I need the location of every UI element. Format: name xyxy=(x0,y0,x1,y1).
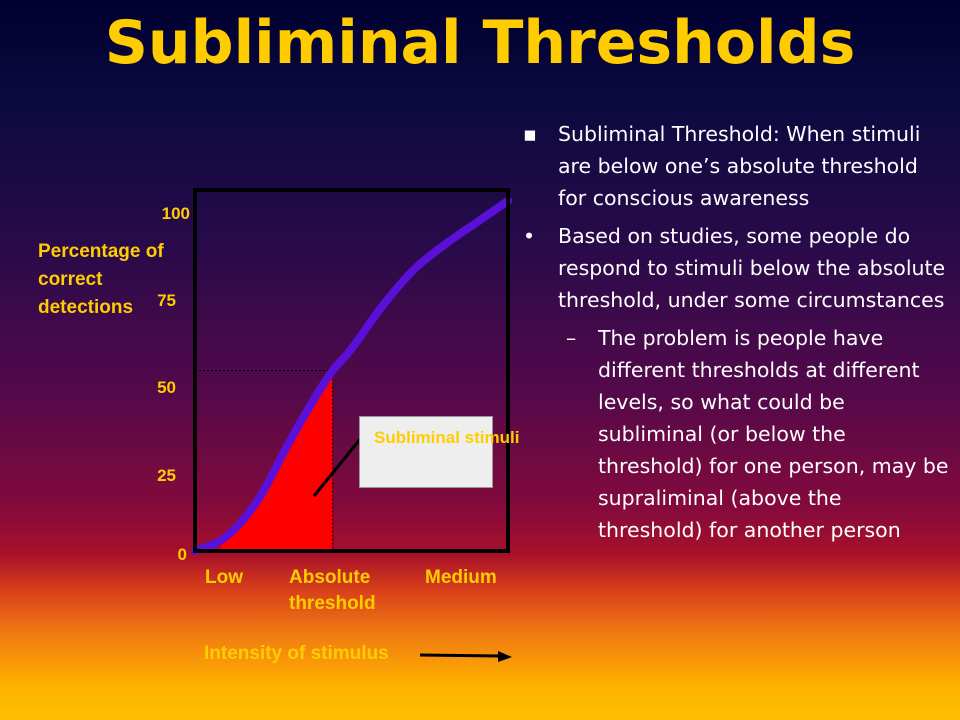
y-tick-label: 75 xyxy=(157,291,176,310)
bullet-text: Subliminal Threshold: When stimuli are b… xyxy=(558,122,921,210)
bullet-item: • Based on studies, some people do respo… xyxy=(520,220,952,316)
x-axis-label: Intensity of stimulus xyxy=(204,643,389,664)
plot-frame xyxy=(193,188,510,553)
callout-label: Subliminal stimuli xyxy=(374,428,520,447)
x-tick-medium: Medium xyxy=(425,567,497,588)
bullet-list: ▪ Subliminal Threshold: When stimuli are… xyxy=(520,118,952,552)
bullet-text: The problem is people have different thr… xyxy=(598,326,949,542)
y-tick-label: 100 xyxy=(161,204,190,223)
x-tick-absolute-threshold: Absolute threshold xyxy=(289,567,376,614)
y-tick-label: 25 xyxy=(157,466,176,485)
bullet-item: ▪ Subliminal Threshold: When stimuli are… xyxy=(520,118,952,214)
y-tick-label: 0 xyxy=(177,545,187,564)
square-bullet-icon: ▪ xyxy=(523,122,537,146)
dot-bullet-icon: • xyxy=(523,224,536,248)
sub-bullet-item: – The problem is people have different t… xyxy=(520,322,952,546)
y-axis-label: Percentage of correct detections xyxy=(38,241,164,318)
dash-bullet-icon: – xyxy=(566,326,577,350)
bullet-text: Based on studies, some people do respond… xyxy=(558,224,946,312)
x-tick-low: Low xyxy=(205,567,243,588)
subliminal-stimuli-callout: Subliminal stimuli xyxy=(359,416,519,488)
slide-title: Subliminal Thresholds xyxy=(104,8,856,78)
detection-curve xyxy=(191,196,512,555)
callout-pointer-line xyxy=(312,437,363,497)
y-tick-label: 50 xyxy=(157,378,176,397)
